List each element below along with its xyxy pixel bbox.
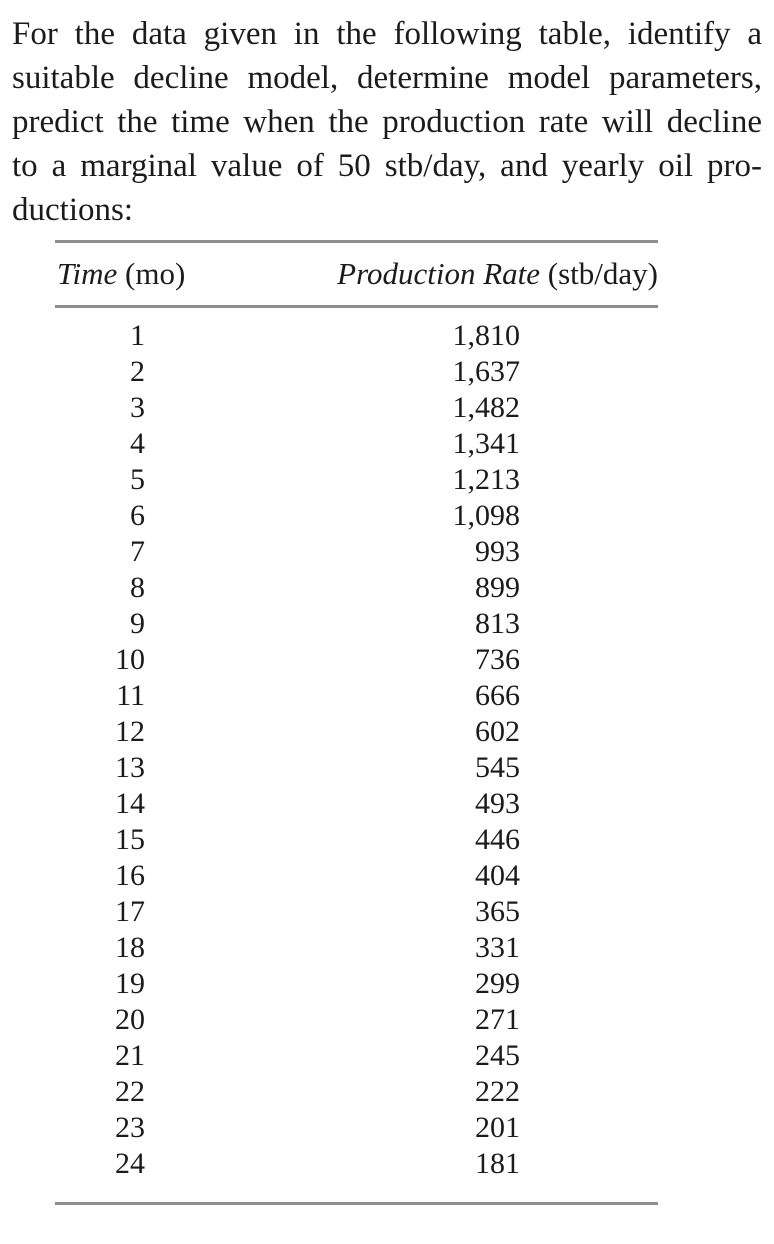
rate-cell: 1,637 [452, 355, 521, 388]
rate-cell: 365 [475, 895, 520, 928]
table-row: 4 1,341 [55, 426, 658, 462]
time-cell: 3 [130, 391, 145, 424]
time-cell: 1 [130, 319, 145, 352]
rate-cell: 299 [475, 967, 520, 1000]
table-row: 8 899 [55, 570, 658, 606]
table-row: 1 1,810 [55, 318, 658, 354]
table-row: 9 813 [55, 606, 658, 642]
table-row: 23 201 [55, 1110, 658, 1146]
rate-cell: 181 [475, 1147, 520, 1180]
time-cell: 7 [130, 535, 145, 568]
table-row: 16 404 [55, 858, 658, 894]
time-cell: 22 [115, 1075, 145, 1108]
table-bottom-rule [55, 1202, 658, 1205]
question-line: ductions: [12, 192, 133, 228]
table-row: 2 1,637 [55, 354, 658, 390]
table-row: 22 222 [55, 1074, 658, 1110]
rate-cell: 666 [475, 679, 520, 712]
time-cell: 18 [115, 931, 145, 964]
question-line: to a marginal value of 50 stb/day, and y… [12, 148, 762, 184]
time-cell: 10 [115, 643, 145, 676]
rate-cell: 736 [475, 643, 520, 676]
table-header-rule [55, 305, 658, 308]
table-row: 14 493 [55, 786, 658, 822]
time-cell: 6 [130, 499, 145, 532]
rate-cell: 602 [475, 715, 520, 748]
question-line: For the data given in the following tabl… [12, 16, 762, 52]
time-cell: 20 [115, 1003, 145, 1036]
rate-cell: 446 [475, 823, 520, 856]
rate-cell: 1,810 [452, 319, 521, 352]
table-row: 21 245 [55, 1038, 658, 1074]
page: { "question": { "lines": [ "For the data… [0, 12, 774, 1244]
table-row: 7 993 [55, 534, 658, 570]
rate-cell: 271 [475, 1003, 520, 1036]
time-cell: 11 [116, 679, 145, 712]
column-header-time: Time (mo) [55, 256, 185, 292]
rate-cell: 201 [475, 1111, 520, 1144]
time-cell: 9 [130, 607, 145, 640]
table-row: 13 545 [55, 750, 658, 786]
data-table: Time (mo) Production Rate (stb/day) 1 1,… [55, 240, 658, 1205]
rate-cell: 404 [475, 859, 520, 892]
column-header-production-rate: Production Rate (stb/day) [337, 256, 658, 292]
table-row: 15 446 [55, 822, 658, 858]
rate-cell: 331 [475, 931, 520, 964]
table-row: 20 271 [55, 1002, 658, 1038]
time-cell: 8 [130, 571, 145, 604]
table-row: 18 331 [55, 930, 658, 966]
question-text: For the data given in the following tabl… [12, 12, 762, 232]
time-cell: 16 [115, 859, 145, 892]
table-body: 1 1,810 2 1,637 3 1,482 4 1,341 5 1,213 [55, 308, 658, 1202]
table-row: 11 666 [55, 678, 658, 714]
time-cell: 21 [115, 1039, 145, 1072]
time-cell: 2 [130, 355, 145, 388]
rate-cell: 1,341 [452, 427, 521, 460]
table-row: 12 602 [55, 714, 658, 750]
time-cell: 5 [130, 463, 145, 496]
time-unit: (mo) [125, 256, 186, 291]
time-cell: 4 [130, 427, 145, 460]
time-cell: 14 [115, 787, 145, 820]
table-header-row: Time (mo) Production Rate (stb/day) [55, 243, 658, 305]
rate-cell: 1,098 [452, 499, 521, 532]
question-line: suitable decline model, determine model … [12, 60, 762, 96]
table-row: 24 181 [55, 1146, 658, 1182]
time-cell: 13 [115, 751, 145, 784]
table-top-rule [55, 240, 658, 243]
rate-cell: 813 [475, 607, 520, 640]
time-cell: 12 [115, 715, 145, 748]
rate-cell: 899 [475, 571, 520, 604]
time-cell: 24 [115, 1147, 145, 1180]
rate-cell: 222 [475, 1075, 520, 1108]
table-row: 17 365 [55, 894, 658, 930]
table-row: 10 736 [55, 642, 658, 678]
time-cell: 15 [115, 823, 145, 856]
time-cell: 23 [115, 1111, 145, 1144]
question-line: predict the time when the production rat… [12, 104, 762, 140]
table-row: 19 299 [55, 966, 658, 1002]
time-label: Time [57, 256, 118, 291]
table-row: 3 1,482 [55, 390, 658, 426]
rate-cell: 545 [475, 751, 520, 784]
rate-cell: 1,482 [452, 391, 521, 424]
rate-cell: 1,213 [452, 463, 521, 496]
rate-cell: 993 [475, 535, 520, 568]
time-cell: 19 [115, 967, 145, 1000]
rate-cell: 245 [475, 1039, 520, 1072]
rate-cell: 493 [475, 787, 520, 820]
table-row: 5 1,213 [55, 462, 658, 498]
table-row: 6 1,098 [55, 498, 658, 534]
time-cell: 17 [115, 895, 145, 928]
production-rate-unit: (stb/day) [547, 256, 658, 291]
production-rate-label: Production Rate [337, 256, 541, 291]
